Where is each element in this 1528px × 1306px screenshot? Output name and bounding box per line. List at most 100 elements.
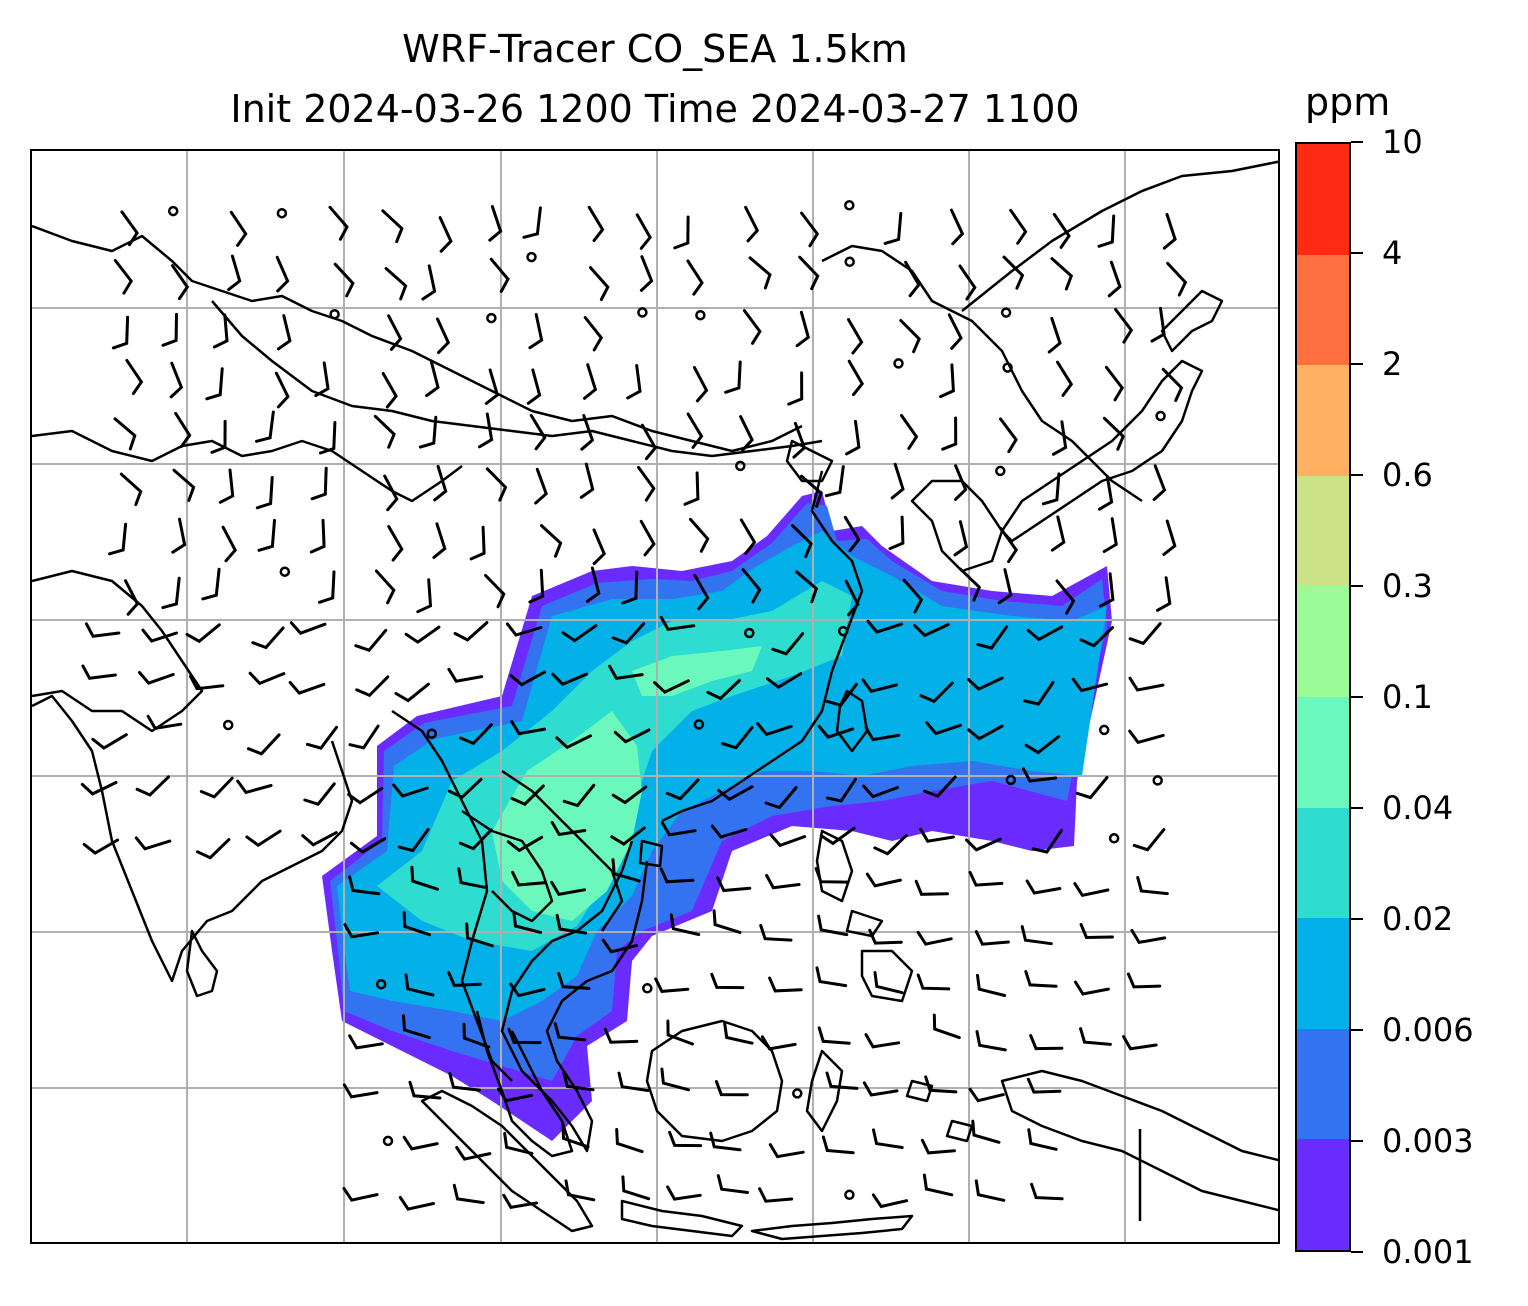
- wind-barb: [950, 208, 965, 246]
- wind-barb: [404, 625, 441, 644]
- wind-barb: [888, 515, 905, 551]
- wind-barb: [686, 259, 704, 296]
- wind-barb: [342, 1083, 379, 1099]
- wind-barb: [1030, 1182, 1064, 1201]
- wind-barb: [871, 1193, 909, 1209]
- wind-barb: [760, 1035, 797, 1051]
- wind-barb: [509, 670, 546, 687]
- wind-barb: [844, 579, 860, 617]
- wind-barb: [555, 913, 588, 935]
- wind-barb: [507, 1027, 542, 1045]
- wind-barb: [1156, 576, 1172, 612]
- wind-barb: [1073, 882, 1110, 897]
- wind-barb: [318, 570, 336, 604]
- wind-barb: [683, 471, 700, 506]
- colorbar-segment: [1297, 475, 1349, 587]
- wind-barb: [686, 412, 704, 449]
- wind-barb: [967, 724, 1004, 741]
- wind-barb: [459, 723, 493, 746]
- wind-barb: [452, 1183, 485, 1205]
- wind-barb: [800, 474, 823, 508]
- wind-barb: [373, 414, 396, 449]
- wind-barb: [229, 210, 248, 247]
- wind-barb: [438, 216, 453, 253]
- wind-barb: [965, 837, 1002, 852]
- wind-barb: [589, 266, 610, 301]
- wind-barb: [432, 522, 447, 559]
- wind-barb: [387, 314, 403, 351]
- wind-barb: [712, 909, 742, 934]
- wind-barb: [765, 873, 801, 890]
- wind-barb: [768, 976, 803, 993]
- colorbar-segment: [1297, 365, 1349, 476]
- wind-barb: [721, 726, 754, 750]
- wind-barb: [920, 1138, 956, 1155]
- wind-barb: [800, 211, 820, 248]
- wind-barb: [496, 1087, 533, 1103]
- colorbar-segment: [1297, 1028, 1349, 1140]
- wind-barb: [455, 1146, 492, 1161]
- wind-barb: [1122, 1035, 1158, 1051]
- wind-barb: [255, 410, 275, 443]
- wind-barb: [276, 314, 292, 351]
- wind-barb: [557, 971, 591, 990]
- wind-barb: [309, 518, 326, 554]
- wind-barb: [824, 465, 845, 498]
- calm-marker: [375, 978, 387, 990]
- wind-barb: [257, 518, 276, 552]
- wind-barb: [975, 1030, 1007, 1052]
- wind-barb: [817, 914, 849, 937]
- wind-barb: [585, 566, 601, 603]
- wind-barb: [503, 1132, 534, 1155]
- wind-barb: [769, 833, 807, 848]
- wind-barb: [402, 911, 431, 937]
- wind-barb: [795, 310, 811, 348]
- wind-barb: [314, 361, 330, 398]
- colorbar-tick: [1351, 585, 1363, 587]
- wind-barb: [666, 1185, 702, 1201]
- wind-barb: [274, 371, 290, 409]
- wind-barb: [529, 413, 547, 451]
- wind-barb: [310, 466, 328, 501]
- calm-marker: [526, 251, 537, 263]
- wind-barb: [825, 1071, 859, 1090]
- wind-barb: [1079, 1027, 1112, 1046]
- colorbar-segment: [1297, 918, 1349, 1029]
- wind-barb: [1097, 214, 1116, 248]
- wind-barb: [1166, 261, 1188, 297]
- wind-barb: [723, 1022, 754, 1045]
- wind-barb: [125, 358, 144, 395]
- wind-barb: [141, 628, 178, 643]
- calm-marker: [893, 358, 904, 369]
- wind-barb: [967, 676, 1004, 691]
- wind-barb: [1029, 1034, 1064, 1051]
- wind-barb: [113, 259, 134, 295]
- wind-barb: [553, 1022, 587, 1042]
- wind-barb: [899, 319, 921, 354]
- calm-marker: [1005, 774, 1017, 786]
- map-title-line-2: Init 2024-03-26 1200 Time 2024-03-27 110…: [230, 87, 1080, 131]
- coastline-borneo: [645, 1019, 784, 1143]
- wind-barb: [488, 205, 503, 242]
- calm-marker: [837, 625, 849, 637]
- wind-barb: [693, 573, 710, 611]
- calm-marker: [792, 1088, 803, 1099]
- wind-barb: [392, 783, 429, 798]
- wind-barb: [1055, 579, 1076, 615]
- wind-barb: [939, 363, 955, 399]
- map-panel[interactable]: [30, 149, 1280, 1244]
- wind-barb: [821, 1135, 855, 1155]
- calm-wind-markers: [167, 200, 1166, 1201]
- wind-barb: [953, 520, 969, 557]
- wind-barb: [741, 568, 762, 604]
- wind-barb: [1162, 213, 1177, 250]
- wind-barb: [1102, 517, 1118, 553]
- wind-barb: [436, 317, 451, 355]
- map-canvas: [32, 151, 1278, 1242]
- wind-barb: [613, 728, 651, 744]
- colorbar-label: 0.001: [1382, 1233, 1474, 1271]
- wind-barb: [617, 1071, 650, 1092]
- wind-barb: [900, 414, 919, 450]
- plume-region-peak-north: [632, 646, 762, 696]
- wind-barb: [748, 256, 772, 290]
